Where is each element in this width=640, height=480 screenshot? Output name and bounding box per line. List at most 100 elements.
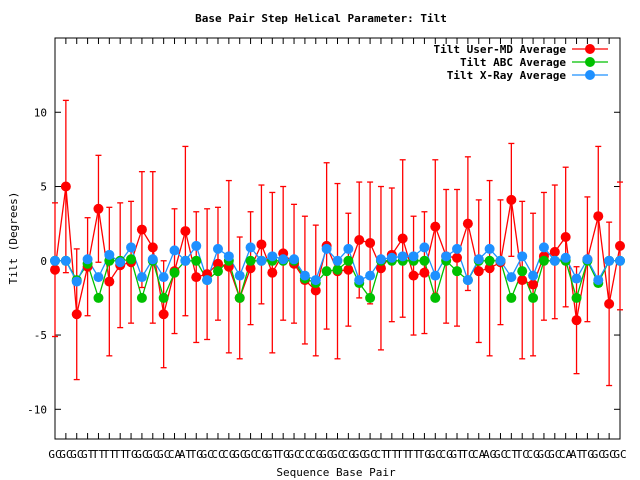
legend-marker [585, 70, 595, 80]
y-tick-label: 5 [40, 181, 47, 194]
data-point [169, 245, 180, 256]
data-point [517, 251, 528, 262]
data-point [245, 242, 256, 253]
data-point [430, 270, 441, 281]
x-tick-label: GC [613, 448, 626, 461]
data-point [549, 246, 560, 257]
legend-label: Tilt User-MD Average [434, 43, 567, 56]
data-point [71, 276, 82, 287]
data-point [147, 254, 158, 265]
data-point [528, 292, 539, 303]
data-point [267, 251, 278, 262]
data-point [419, 242, 430, 253]
x-tick-label: TG [124, 448, 137, 461]
data-point [158, 309, 169, 320]
data-point [354, 275, 365, 286]
x-tick-label: CG [440, 448, 453, 461]
data-point [582, 254, 593, 265]
data-point [289, 254, 300, 265]
x-tick-label: GC [320, 448, 333, 461]
x-tick-label: CG [342, 448, 355, 461]
x-tick-label: TG [581, 448, 594, 461]
x-tick-label: GC [59, 448, 72, 461]
data-point [158, 292, 169, 303]
data-point [506, 292, 517, 303]
data-point [126, 242, 137, 253]
data-point [234, 270, 245, 281]
x-tick-label: GC [494, 448, 507, 461]
data-point [615, 240, 625, 251]
data-point [549, 255, 560, 266]
y-tick-label: 0 [40, 255, 47, 268]
data-point [506, 272, 517, 283]
data-point [136, 224, 147, 235]
data-point [212, 243, 223, 254]
data-point [343, 264, 354, 275]
x-tick-label: GC [48, 448, 61, 461]
x-tick-label: CG [255, 448, 268, 461]
data-point [234, 292, 245, 303]
data-point [71, 309, 82, 320]
data-point [202, 275, 213, 286]
data-point [397, 251, 408, 262]
data-point [462, 218, 473, 229]
data-point [375, 254, 386, 265]
y-tick-label: -5 [34, 329, 47, 342]
data-point [452, 243, 463, 254]
x-tick-label: AT [179, 448, 193, 461]
chart-title: Base Pair Step Helical Parameter: Tilt [195, 12, 447, 25]
data-point [343, 255, 354, 266]
x-axis-label: Sequence Base Pair [276, 466, 396, 479]
data-point [538, 242, 549, 253]
x-tick-label: CA [168, 448, 182, 461]
x-tick-label: TT [92, 448, 106, 461]
x-tick-label: GC [244, 448, 257, 461]
data-point [452, 266, 463, 277]
x-tick-label: GC [353, 448, 366, 461]
data-point [593, 211, 604, 222]
x-tick-label: GC [200, 448, 213, 461]
x-tick-label: AT [570, 448, 584, 461]
x-tick-label: TT [407, 448, 421, 461]
legend-marker [585, 57, 595, 67]
data-point [365, 270, 376, 281]
data-point [191, 255, 202, 266]
data-point [278, 254, 289, 265]
x-tick-label: GT [266, 448, 280, 461]
data-point [506, 194, 517, 205]
data-point [245, 255, 256, 266]
data-point [93, 292, 104, 303]
x-tick-label: CT [505, 448, 519, 461]
data-point [528, 279, 539, 290]
x-tick-label: TC [461, 448, 474, 461]
data-point [147, 242, 158, 253]
data-point [408, 270, 419, 281]
x-tick-label: GC [233, 448, 246, 461]
data-point [126, 254, 137, 265]
data-point [256, 239, 267, 250]
data-point [343, 243, 354, 254]
data-point [212, 258, 223, 269]
data-point [528, 270, 539, 281]
legend-marker [585, 44, 595, 54]
data-point [321, 266, 332, 277]
data-point [50, 255, 60, 266]
data-point [332, 255, 343, 266]
x-tick-label: TT [114, 448, 128, 461]
legend-label: Tilt ABC Average [460, 56, 566, 69]
data-point [452, 252, 463, 263]
data-point [517, 275, 528, 286]
data-point [495, 255, 506, 266]
data-point [593, 275, 604, 286]
data-point [136, 292, 147, 303]
data-point [332, 264, 343, 275]
data-point [419, 255, 430, 266]
data-point [104, 249, 115, 260]
data-point [365, 237, 376, 248]
x-tick-label: GT [81, 448, 95, 461]
y-tick-label: 10 [34, 106, 47, 119]
x-tick-label: CA [472, 448, 486, 461]
x-tick-label: CG [526, 448, 539, 461]
